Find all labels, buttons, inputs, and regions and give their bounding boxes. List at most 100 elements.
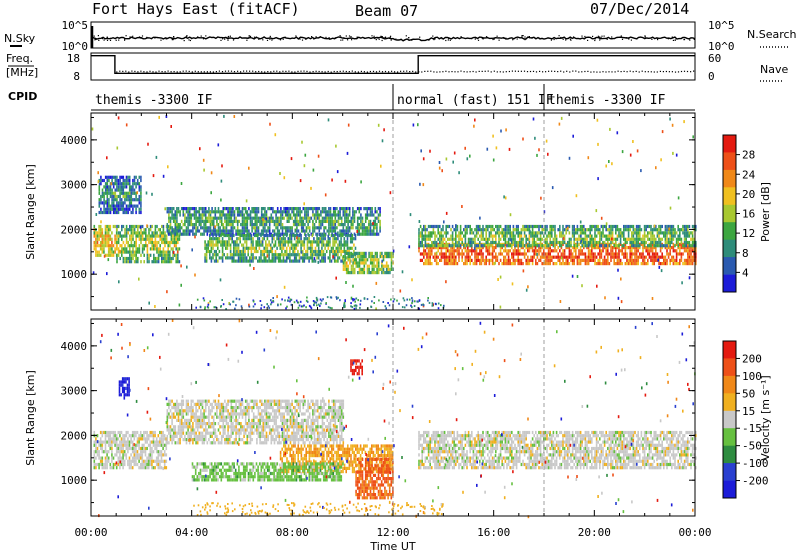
power-cell [576, 231, 579, 235]
power-cell [284, 240, 286, 244]
power-cell [493, 255, 495, 259]
power-cell [413, 305, 416, 307]
power-cell [399, 289, 402, 293]
power-cell [358, 258, 361, 262]
power-cell [229, 237, 232, 241]
power-cell [169, 207, 172, 211]
power-cell [390, 255, 393, 259]
power-cell [616, 252, 619, 256]
power-cell [114, 250, 116, 254]
power-cell [93, 224, 96, 229]
power-cell [559, 224, 561, 229]
power-cell [247, 237, 249, 241]
power-cell [496, 231, 499, 235]
power-cell [206, 232, 209, 236]
nsearch-point [282, 38, 284, 40]
power-cell [469, 224, 471, 229]
power-cell [242, 243, 245, 247]
power-cell [671, 228, 673, 232]
power-cell [116, 185, 118, 189]
power-cell [667, 240, 670, 245]
power-cell [581, 249, 583, 253]
power-cell [634, 228, 636, 232]
power-cell [680, 258, 683, 262]
power-cell [440, 244, 443, 248]
power-cell [554, 224, 556, 229]
power-cell [167, 165, 169, 169]
power-cell [143, 231, 145, 235]
power-cell [632, 234, 635, 238]
power-cell [106, 207, 109, 211]
power-cell [162, 174, 165, 178]
power-cell [647, 258, 649, 262]
power-cell [640, 242, 643, 246]
power-cell [167, 240, 169, 245]
power-cell [687, 255, 689, 259]
power-cell [520, 228, 523, 232]
power-cell [228, 237, 230, 241]
nave-point [167, 70, 169, 72]
power-cell [426, 246, 428, 250]
power-cell [288, 219, 290, 223]
power-cell [439, 252, 441, 256]
power-cell [509, 234, 511, 238]
power-cell [293, 233, 296, 238]
power-cell [159, 247, 161, 251]
power-cell [201, 207, 204, 211]
power-cell [120, 188, 123, 192]
power-cell [503, 249, 505, 253]
power-cell [252, 216, 255, 220]
power-cell [295, 299, 298, 302]
power-cell [659, 228, 662, 232]
power-cell [95, 250, 97, 254]
power-cell [424, 224, 427, 229]
power-cell [677, 240, 679, 245]
power-cell [179, 229, 181, 233]
power-cell [114, 234, 116, 238]
power-cell [557, 252, 559, 256]
power-cell [621, 244, 623, 248]
power-cell [122, 234, 125, 238]
power-cell [634, 249, 636, 253]
power-cell [495, 255, 497, 259]
power-cell [328, 232, 330, 236]
power-cell [562, 224, 564, 229]
power-cell [353, 249, 355, 254]
power-cell [300, 223, 303, 227]
power-cell [108, 204, 110, 208]
power-cell [148, 301, 150, 305]
power-cell [384, 264, 386, 268]
power-cell [340, 219, 343, 223]
power-cell [304, 223, 306, 227]
power-cell [669, 240, 671, 245]
power-cell [565, 258, 567, 262]
power-cell [583, 240, 585, 245]
power-cell [211, 219, 213, 223]
power-cell [92, 271, 95, 275]
power-cell [236, 253, 238, 257]
nave-point [566, 70, 568, 72]
power-cell [296, 210, 298, 214]
power-cell [124, 231, 126, 235]
power-cell [503, 255, 505, 259]
power-cell [104, 207, 107, 211]
power-cell [512, 242, 515, 246]
power-cell [146, 237, 149, 241]
power-cell [280, 219, 282, 223]
power-cell [639, 252, 641, 256]
power-cell [112, 244, 115, 248]
nsearch-point [129, 36, 131, 38]
power-cell [162, 253, 165, 257]
nave-point [641, 70, 643, 72]
power-cell [121, 250, 123, 254]
power-cell [479, 246, 481, 250]
power-cell [547, 231, 550, 235]
power-cell [172, 240, 174, 245]
power-cell [495, 234, 497, 238]
power-cell [693, 255, 695, 259]
power-cell [231, 259, 233, 263]
power-cell [234, 240, 237, 244]
power-cell [303, 253, 306, 257]
nsearch-point [621, 38, 624, 40]
power-cell [332, 233, 334, 238]
